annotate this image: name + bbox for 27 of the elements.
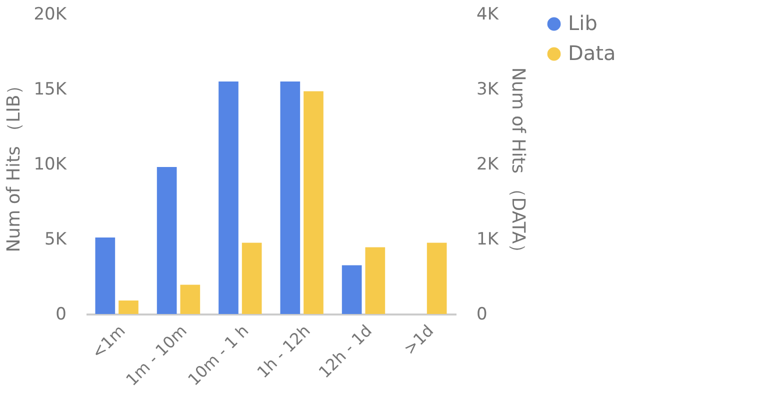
y2-tick-label: 3K: [476, 80, 500, 100]
y-tick-label: 5K: [44, 230, 68, 250]
bar: [95, 238, 116, 314]
bar: [365, 247, 386, 314]
bar: [426, 242, 447, 314]
y-tick-label: 10K: [34, 154, 68, 174]
bar: [304, 91, 324, 314]
bar: [118, 300, 138, 314]
y-tick-label: 20K: [34, 4, 68, 24]
x-tick-label: 12h - 1d: [314, 321, 376, 382]
bar: [156, 167, 177, 314]
x-tick-label: 1h - 12h: [253, 321, 314, 382]
y2-tick-label: 1K: [476, 230, 500, 250]
bar: [280, 82, 300, 314]
legend-label: Data: [568, 41, 616, 65]
y-tick-label: 15K: [34, 80, 68, 100]
y2-axis-title: Num of Hits （DATA）: [507, 67, 528, 262]
y2-tick-label: 4K: [476, 4, 500, 24]
legend-label: Lib: [568, 11, 598, 35]
bar: [242, 242, 262, 314]
bar: [342, 265, 362, 314]
y2-tick-label: 0: [476, 304, 488, 324]
y-axis-title: Num of Hits （LIB）: [4, 76, 25, 252]
bar: [218, 82, 238, 314]
y2-tick-label: 2K: [476, 154, 500, 174]
bar: [180, 284, 200, 314]
y-tick-label: 0: [56, 304, 66, 324]
